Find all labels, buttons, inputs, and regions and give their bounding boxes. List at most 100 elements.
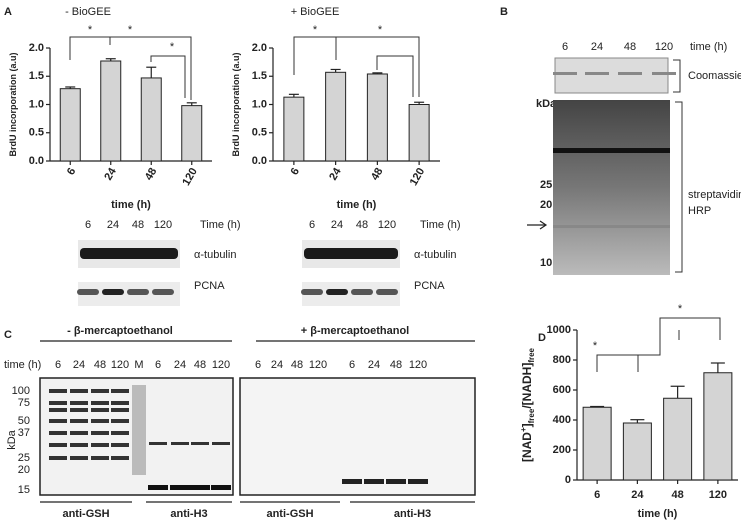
- panel-label: A: [4, 6, 12, 18]
- lane-label: 48: [194, 359, 206, 371]
- y-tick-label: 0.0: [252, 155, 267, 167]
- arrow-head: [539, 220, 548, 230]
- blot-band: [102, 289, 124, 295]
- lane-label: 120: [309, 359, 327, 371]
- blot-band: [70, 401, 88, 405]
- y-axis-label: BrdU incorporation (a.u): [8, 53, 18, 157]
- time-label: Time (h): [200, 219, 241, 231]
- blot-band: [652, 72, 676, 75]
- blot-band: [191, 442, 209, 445]
- blot-band: [171, 442, 189, 445]
- lane-label: 48: [390, 359, 402, 371]
- bar: [366, 73, 388, 162]
- blot-image: [553, 100, 670, 275]
- blot-band: [49, 419, 67, 423]
- blot-band: [49, 456, 67, 460]
- lane-label: 120: [378, 219, 396, 231]
- bar: [703, 372, 733, 481]
- significance-star: *: [128, 24, 133, 36]
- blot-band: [149, 442, 167, 445]
- y-label-part: free: [527, 347, 536, 362]
- bracket: [673, 59, 681, 93]
- blot-band: [351, 289, 373, 295]
- blot-band: [170, 485, 190, 490]
- blot-band: [111, 408, 129, 412]
- chart-title: - BioGEE: [65, 6, 111, 18]
- x-tick-label: 6: [289, 166, 302, 177]
- lane-label: 120: [154, 219, 172, 231]
- blot-band: [618, 72, 642, 75]
- blot-band: [553, 148, 670, 153]
- blot-band: [49, 431, 67, 435]
- y-tick-label: 800: [553, 354, 571, 366]
- significance-bracket: [335, 36, 420, 97]
- y-label-part: ]: [520, 423, 534, 427]
- group-label: + β-mercaptoethanol: [301, 325, 410, 337]
- blot-band: [553, 72, 577, 75]
- blot-band: [49, 443, 67, 447]
- y-tick-label: 200: [553, 444, 571, 456]
- y-tick-label: 600: [553, 384, 571, 396]
- y-label-part: BrdU incorporation (a.u): [231, 53, 241, 157]
- significance-bracket: [293, 36, 337, 75]
- y-tick-label: 2.0: [252, 42, 267, 54]
- x-axis-label: time (h): [337, 199, 377, 211]
- blot-band: [376, 289, 398, 295]
- significance-star: *: [88, 24, 93, 36]
- blot-band: [70, 456, 88, 460]
- blot-band: [49, 408, 67, 412]
- chart-title: + BioGEE: [291, 6, 340, 18]
- blot-image: [239, 377, 476, 496]
- significance-bracket: [376, 55, 414, 97]
- blot-band: [148, 485, 168, 490]
- blot-band: [585, 72, 609, 75]
- blot-band: [91, 456, 109, 460]
- blot-band: [127, 289, 149, 295]
- blot-band: [111, 443, 129, 447]
- blot-band: [91, 419, 109, 423]
- blot-image: [554, 57, 669, 94]
- blot-band: [49, 401, 67, 405]
- bracket: [675, 101, 683, 273]
- marker-label: 50: [18, 415, 30, 427]
- error-bar: [186, 102, 197, 106]
- marker-label: 25: [540, 179, 552, 191]
- marker-label: 20: [540, 199, 552, 211]
- blot-band: [91, 408, 109, 412]
- y-tick-label: 1.0: [29, 98, 44, 110]
- bar: [100, 60, 122, 162]
- y-tick-label: 0: [565, 474, 571, 486]
- y-label-part: BrdU incorporation (a.u): [8, 53, 18, 157]
- y-tick-label: 0.0: [29, 155, 44, 167]
- y-axis-label: BrdU incorporation (a.u): [231, 53, 241, 157]
- marker-label: 25: [18, 452, 30, 464]
- significance-bracket: [617, 317, 721, 356]
- error-bar: [288, 93, 299, 98]
- lane-label: 120: [655, 41, 673, 53]
- lane-label: 48: [132, 219, 144, 231]
- blot-band: [212, 442, 230, 445]
- x-tick-label: 48: [143, 166, 160, 183]
- row-label: PCNA: [414, 280, 445, 292]
- blot-band: [326, 289, 348, 295]
- blot-band: [70, 443, 88, 447]
- x-tick-label: 120: [408, 166, 428, 188]
- blot-band: [77, 289, 99, 295]
- blot-band: [304, 248, 398, 259]
- blot-band: [152, 289, 174, 295]
- y-tick-label: 1000: [547, 324, 571, 336]
- marker-label: 100: [12, 385, 30, 397]
- antibody-label: anti-H3: [170, 508, 207, 520]
- antibody-label: anti-GSH: [266, 508, 313, 520]
- marker-label: 15: [18, 484, 30, 496]
- x-tick-label: 6: [65, 166, 78, 177]
- blot-band: [342, 479, 362, 484]
- kda-label: kDa: [536, 98, 557, 110]
- bar: [59, 88, 81, 162]
- lane-label: 24: [368, 359, 380, 371]
- x-tick-label: 24: [631, 489, 644, 501]
- blot-band: [132, 385, 146, 475]
- significance-star: *: [313, 24, 318, 36]
- y-tick-label: 1.5: [252, 70, 267, 82]
- bar: [140, 77, 162, 162]
